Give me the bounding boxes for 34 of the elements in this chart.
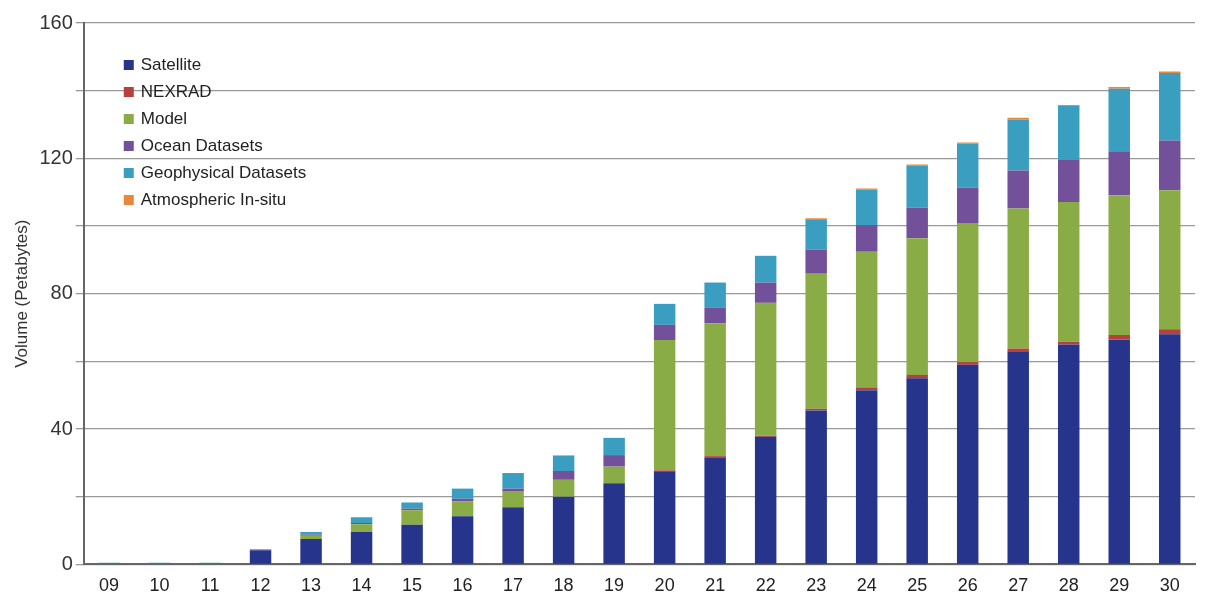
- y-tick-label: 120: [39, 145, 73, 168]
- x-tick-label: 28: [1058, 575, 1079, 596]
- y-tick-label: 160: [39, 10, 73, 33]
- x-tick-label: 27: [1008, 575, 1029, 596]
- x-tick-label: 13: [301, 575, 322, 596]
- x-tick-label: 29: [1109, 575, 1130, 596]
- legend-label: Geophysical Datasets: [140, 162, 307, 182]
- y-tick-label: 0: [61, 551, 73, 574]
- x-tick-label: 14: [351, 575, 372, 596]
- legend-label: Atmospheric In-situ: [140, 189, 287, 209]
- x-tick-label: 10: [149, 575, 170, 596]
- y-axis-title: Volume (Petabytes): [11, 219, 31, 368]
- legend-label: Model: [140, 108, 188, 128]
- legend-label: Ocean Datasets: [140, 135, 263, 155]
- x-tick-label: 17: [503, 575, 524, 596]
- x-tick-label: 26: [957, 575, 978, 596]
- x-tick-label: 21: [705, 575, 726, 596]
- x-tick-label: 20: [654, 575, 675, 596]
- x-tick-label: 11: [200, 575, 220, 596]
- y-tick-label: 40: [50, 416, 73, 439]
- x-tick-label: 22: [755, 575, 776, 596]
- x-tick-label: 12: [250, 575, 271, 596]
- x-tick-label: 25: [907, 575, 928, 596]
- legend-label: Satellite: [140, 54, 202, 74]
- x-tick-label: 19: [604, 575, 625, 596]
- x-tick-label: 18: [553, 575, 574, 596]
- x-tick-label: 16: [452, 575, 473, 596]
- y-tick-label: 80: [50, 281, 73, 304]
- x-tick-label: 30: [1159, 575, 1180, 596]
- x-tick-label: 24: [856, 575, 877, 596]
- legend-label: NEXRAD: [140, 81, 212, 101]
- x-tick-label: 09: [99, 575, 120, 596]
- x-tick-label: 23: [806, 575, 827, 596]
- x-tick-label: 15: [402, 575, 423, 596]
